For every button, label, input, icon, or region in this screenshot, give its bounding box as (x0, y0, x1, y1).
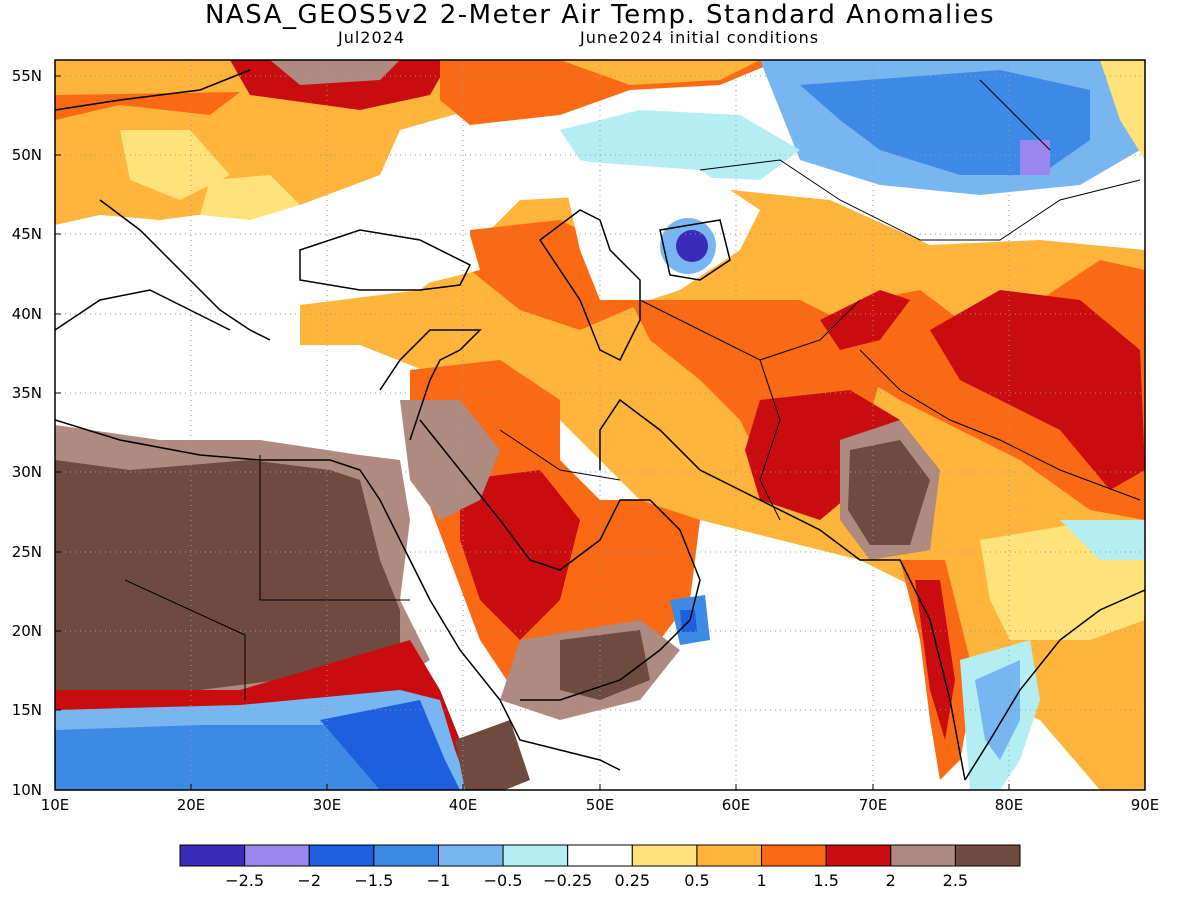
colorbar-swatch (825, 844, 892, 867)
lat-label: 35N (12, 384, 42, 402)
lat-label: 30N (12, 463, 42, 481)
lat-label: 55N (12, 67, 42, 85)
lon-label: 40E (449, 796, 478, 814)
colorbar-swatch (502, 844, 569, 867)
colorbar-swatch (890, 844, 956, 867)
map-title: NASA_GEOS5v2 2-Meter Air Temp. Standard … (204, 0, 996, 30)
colorbar-swatch (308, 844, 375, 867)
lat-label: 15N (12, 701, 42, 719)
lat-label: 10N (12, 781, 42, 799)
colorbar-swatch (954, 844, 1021, 867)
colorbar-labels: −2.5 −2 −1.5 −1 −0.5 −0.25 0.25 0.5 1 1.5 2 2.5 (225, 871, 968, 890)
lat-label: 20N (12, 622, 42, 640)
anomaly-field (55, 60, 1145, 790)
colorbar-label: −1 (427, 871, 451, 890)
lat-label: 40N (12, 305, 42, 323)
lon-label: 50E (586, 796, 615, 814)
colorbar-label: −2 (297, 871, 321, 890)
initial-conditions-label: June2024 initial conditions (580, 28, 820, 47)
colorbar-swatch (437, 844, 504, 867)
lon-label: 30E (313, 796, 342, 814)
colorbar-label: 1 (756, 871, 766, 890)
colorbar-label: 2.5 (943, 871, 968, 890)
lon-label: 20E (177, 796, 206, 814)
gridlines (55, 60, 1145, 790)
colorbar-swatch (373, 844, 439, 867)
colorbar-label: −1.5 (354, 871, 393, 890)
colorbar-label: −0.5 (484, 871, 523, 890)
lat-label: 50N (12, 146, 42, 164)
colorbar-label: 1.5 (813, 871, 838, 890)
colorbar-swatch (567, 844, 633, 867)
lon-label: 10E (41, 796, 70, 814)
lat-label: 25N (12, 543, 42, 561)
valid-month-label: Jul2024 (338, 28, 406, 47)
coastlines (55, 69, 1145, 781)
colorbar-label: 0.25 (614, 871, 650, 890)
colorbar-label: 0.5 (684, 871, 709, 890)
lon-label: 90E (1131, 796, 1160, 814)
lon-labels: 10E 20E 30E 40E 50E 60E 70E 80E 90E (41, 796, 1160, 814)
colorbar-label: −0.25 (543, 871, 592, 890)
colorbar-label: −2.5 (225, 871, 264, 890)
colorbar (179, 844, 1021, 867)
colorbar-swatch (631, 844, 698, 867)
lon-label: 80E (995, 796, 1024, 814)
colorbar-swatch (696, 844, 763, 867)
colorbar-swatch (244, 844, 310, 867)
lat-label: 45N (12, 225, 42, 243)
colorbar-swatch (761, 844, 827, 867)
lon-label: 70E (859, 796, 888, 814)
axis-ticks (55, 75, 1010, 790)
colorbar-label: 2 (886, 871, 896, 890)
borders (124, 79, 1141, 700)
colorbar-swatch (179, 844, 246, 867)
lon-label: 60E (722, 796, 751, 814)
lat-labels: 10N 15N 20N 25N 30N 35N 40N 45N 50N 55N (12, 67, 42, 799)
